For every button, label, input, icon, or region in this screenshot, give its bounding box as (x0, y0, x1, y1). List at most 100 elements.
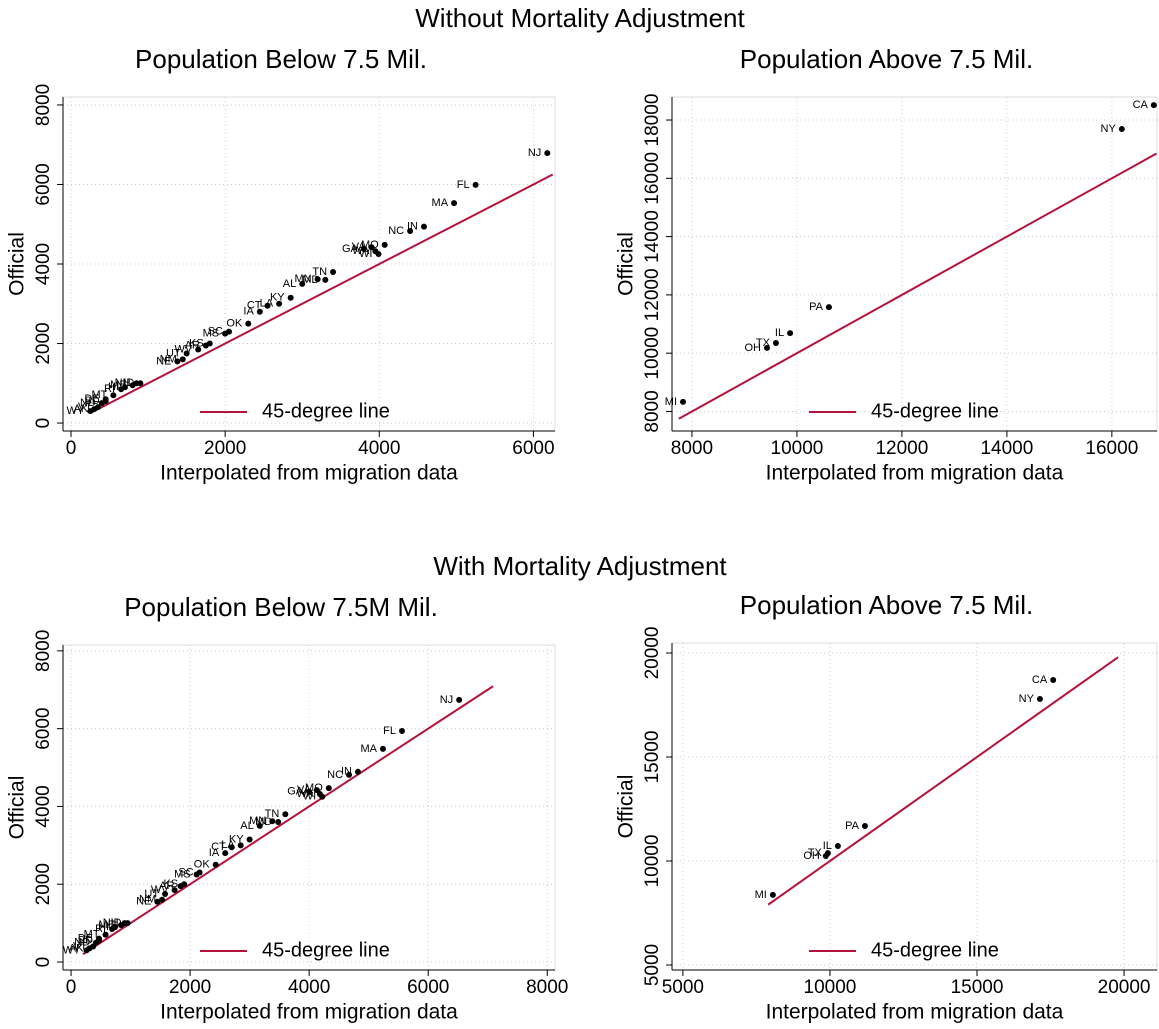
point-label: TN (312, 266, 327, 278)
point-label: NM (160, 353, 177, 365)
point-label: UT (166, 347, 181, 359)
reference-line (89, 173, 554, 414)
x-tick-label: 10000 (771, 438, 824, 459)
point-label: UT (144, 888, 159, 900)
point-label: MT (84, 929, 100, 941)
point-label: IA (209, 847, 220, 859)
point-label: LA (260, 298, 274, 310)
point-label: GA (287, 786, 304, 798)
point (264, 302, 271, 309)
point-label: HI (108, 381, 119, 393)
point (787, 330, 794, 337)
y-axis-label: Official (6, 232, 29, 296)
y-axis-label: Official (6, 776, 29, 840)
point-label: SD (78, 935, 93, 947)
point (407, 227, 414, 234)
point (399, 727, 406, 734)
point-label: MS (203, 327, 220, 339)
x-tick-label: 6000 (407, 977, 449, 998)
section-title: With Mortality Adjustment (433, 551, 727, 581)
point (322, 276, 329, 283)
point (102, 931, 109, 938)
point-label: ND (74, 936, 90, 948)
point (129, 382, 136, 389)
point (177, 883, 184, 890)
point-label: NY (1101, 123, 1117, 135)
plot-area (62, 96, 556, 432)
x-tick-label: 2000 (169, 977, 211, 998)
x-axis-label: Interpolated from migration data (766, 462, 1064, 485)
point (282, 811, 289, 818)
reference-line (678, 152, 1157, 420)
y-tick-label: 12000 (642, 268, 663, 321)
point-label: CT (211, 841, 226, 853)
point-label: IL (775, 327, 784, 339)
point (420, 223, 427, 230)
point (159, 896, 166, 903)
point-label: IL (823, 840, 832, 852)
point-label: MA (432, 197, 449, 209)
point-label: WY (63, 944, 81, 956)
point (237, 842, 244, 849)
point-label: VA (352, 241, 367, 253)
y-tick-label: 5000 (642, 944, 663, 986)
point (1118, 126, 1125, 133)
point (451, 200, 458, 207)
point-label: AL (240, 820, 253, 832)
point-label: AR (159, 880, 174, 892)
y-axis-label: Official (615, 775, 638, 839)
point (94, 404, 101, 411)
point (769, 891, 776, 898)
y-axis-label: Official (615, 232, 638, 296)
point (118, 386, 125, 393)
point (456, 696, 463, 703)
point-label: SC (208, 326, 223, 338)
point (379, 745, 386, 752)
chart-title: Population Below 7.5M Mil. (124, 592, 438, 622)
y-tick-label: 20000 (642, 627, 663, 680)
plot-area (671, 642, 1158, 971)
point-label: WA (297, 788, 315, 800)
point (256, 308, 263, 315)
x-tick-label: 4000 (358, 438, 400, 459)
y-tick-label: 0 (33, 418, 54, 429)
point (319, 793, 326, 800)
x-tick-label: 6000 (512, 438, 554, 459)
point-label: LA (221, 839, 235, 851)
point-label: CA (1133, 99, 1149, 111)
point (764, 344, 771, 351)
section-title: Without Mortality Adjustment (415, 3, 745, 33)
point-label: GA (342, 243, 359, 255)
chart-title: Population Below 7.5 Mil. (135, 44, 427, 74)
y-tick-label: 15000 (642, 731, 663, 784)
point-label: MD (302, 274, 319, 286)
point (202, 342, 209, 349)
point (109, 925, 116, 932)
y-tick-label: 2000 (33, 322, 54, 364)
y-tick-label: 6000 (33, 707, 54, 749)
point (212, 861, 219, 868)
point-label: MO (305, 782, 323, 794)
point-label: OH (745, 342, 762, 354)
point-label: TX (808, 847, 823, 859)
point (772, 339, 779, 346)
point-label: NJ (528, 147, 541, 159)
point-label: ID (111, 917, 122, 929)
point (87, 408, 94, 415)
point (98, 400, 105, 407)
plot-area (671, 96, 1158, 432)
y-tick-label: 14000 (642, 210, 663, 263)
point-label: MA (360, 743, 377, 755)
point-label: OK (226, 318, 243, 330)
point (174, 358, 181, 365)
y-tick-label: 8000 (33, 630, 54, 672)
y-tick-label: 2000 (33, 863, 54, 905)
y-tick-label: 10000 (642, 327, 663, 380)
point-label: IN (341, 766, 352, 778)
point (544, 150, 551, 157)
y-tick-label: 18000 (642, 94, 663, 147)
point (346, 771, 353, 778)
point (195, 346, 202, 353)
